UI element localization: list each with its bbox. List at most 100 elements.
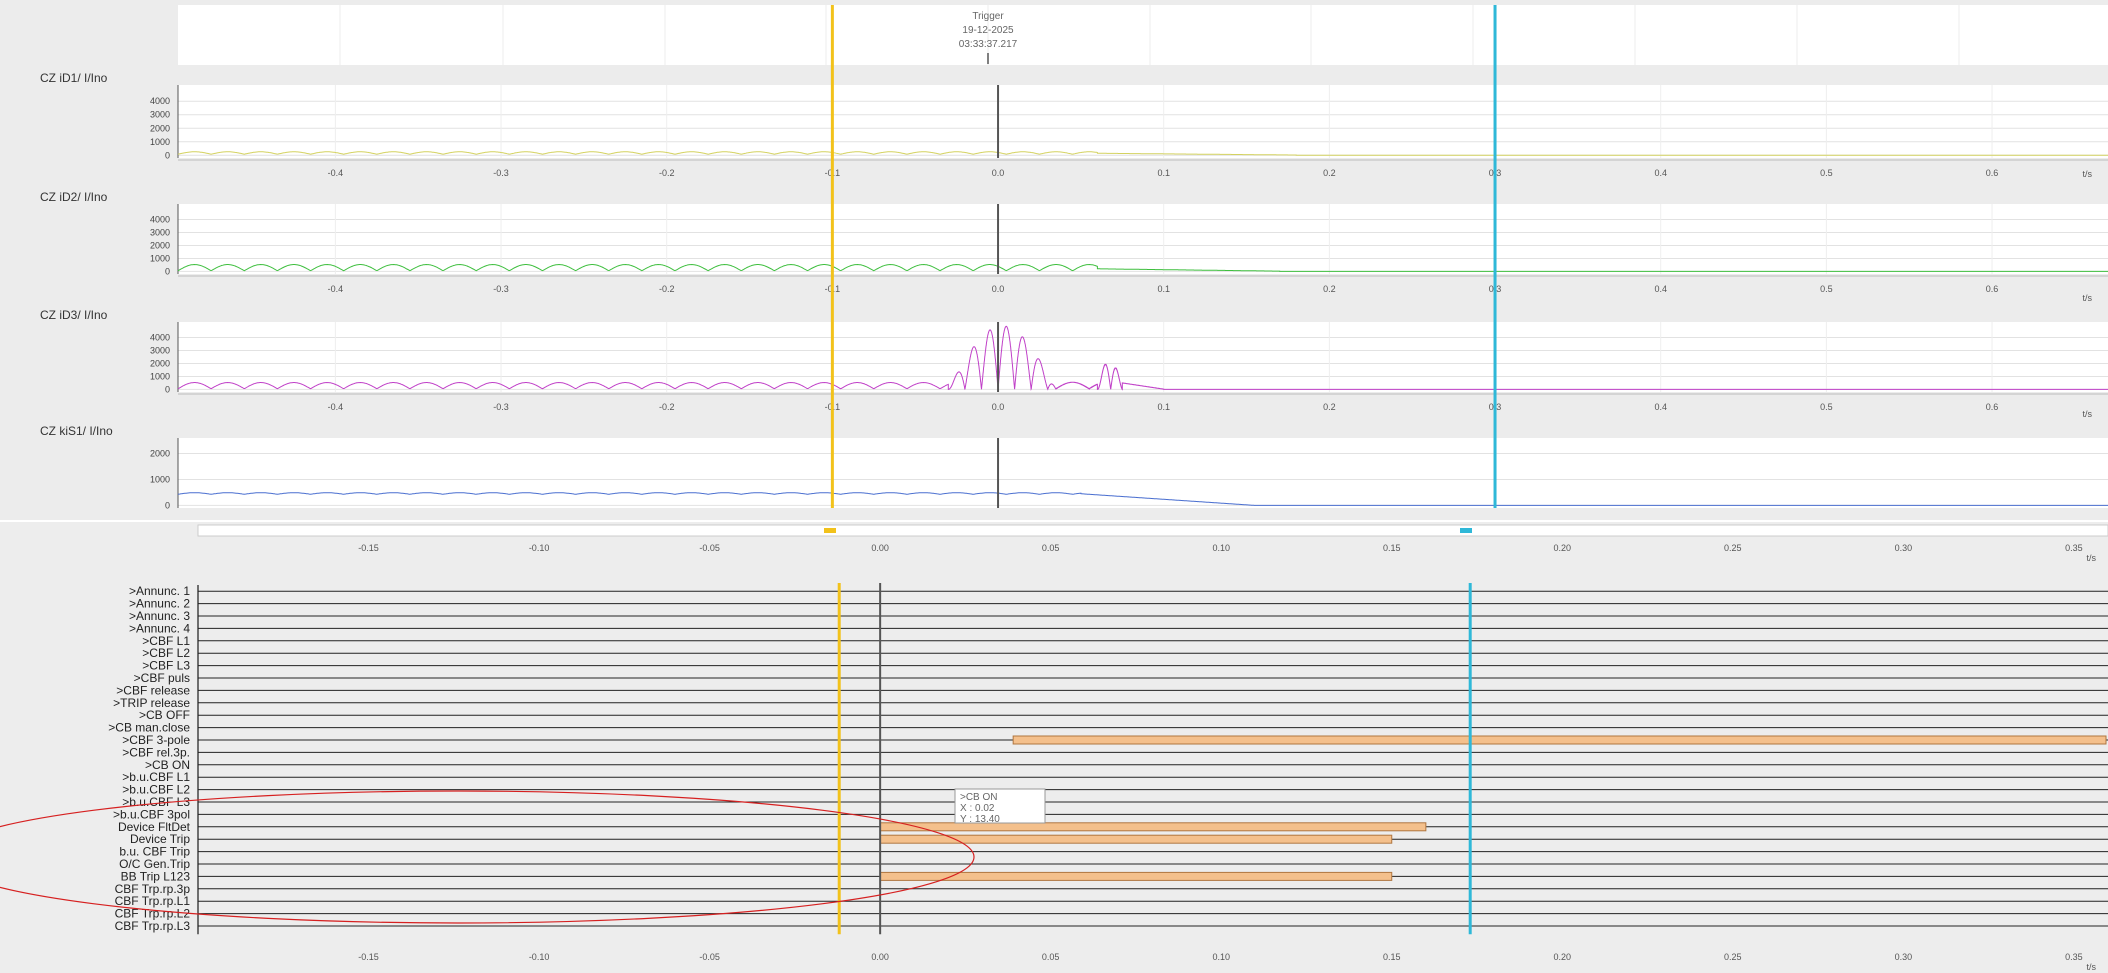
- signal-interval-bar: [879, 834, 1393, 844]
- x-tick-label: 0.30: [1895, 952, 1913, 962]
- signal-label: CBF Trp.rp.L2: [115, 907, 191, 921]
- signal-label: CBF Trp.rp.L3: [115, 919, 191, 933]
- chart-title: CZ iD2/ I/Ino: [40, 190, 108, 204]
- x-tick-label: 0.2: [1323, 168, 1336, 178]
- x-tick-label: 0.15: [1383, 952, 1401, 962]
- x-tick-label: 0.0: [992, 284, 1005, 294]
- x-tick-label: 0.5: [1820, 168, 1833, 178]
- y-tick-label: 1000: [150, 137, 170, 147]
- x-tick-label: -0.05: [699, 543, 720, 553]
- binary-signals-chart: -0.15 -0.15 -0.10 -0.10 -0.05 -0.05 0.00 0.00 0.…: [108, 543, 2108, 972]
- signal-label: >CBF L3: [142, 659, 190, 673]
- x-tick-label: 0.10: [1212, 543, 1230, 553]
- tooltip-box: [954, 788, 1046, 824]
- trigger-date: 19-12-2025: [962, 25, 1014, 36]
- x-tick-label: 0.20: [1554, 952, 1572, 962]
- chart-title: CZ iD1/ I/Ino: [40, 71, 108, 85]
- signal-label: >Annunc. 3: [129, 609, 190, 623]
- signal-label: >Annunc. 2: [129, 597, 190, 611]
- y-tick-label: 4000: [150, 333, 170, 343]
- signal-interval-bar: [1012, 735, 2107, 745]
- x-tick-label: -0.3: [493, 284, 509, 294]
- signal-label: >CBF puls: [134, 671, 190, 685]
- x-axis-label: t/s: [2082, 293, 2092, 303]
- analog-cursors[interactable]: [830, 5, 1497, 508]
- chart-cz-id3: CZ iD3/ I/Ino 0 1000 2000 3000 4000 -0.4 -0.3 -0…: [40, 308, 2108, 419]
- x-tick-label: -0.4: [328, 402, 344, 412]
- x-tick-label: -0.4: [328, 168, 344, 178]
- signal-label: >b.u.CBF 3pol: [113, 807, 190, 821]
- y-tick-label: 3000: [150, 110, 170, 120]
- x-tick-label: 0.05: [1042, 543, 1060, 553]
- x-tick-label: 0.35: [2065, 952, 2083, 962]
- y-tick-label: 0: [165, 500, 170, 510]
- signal-label: >Annunc. 4: [129, 621, 190, 635]
- x-tick-label: 0.10: [1212, 952, 1230, 962]
- trigger-label: Trigger 19-12-2025 03:33:37.217: [959, 11, 1018, 50]
- x-tick-label: -0.10: [529, 952, 550, 962]
- x-tick-label: -0.2: [659, 284, 675, 294]
- tooltip-line-1: >CB ON: [960, 792, 998, 803]
- tooltip-line-3: Y : 13.40: [960, 814, 1000, 825]
- x-tick-label: 0.00: [871, 543, 889, 553]
- signal-label: O/C Gen.Trip: [119, 857, 190, 871]
- scrollbar-track[interactable]: [197, 524, 2108, 537]
- plot-area: [178, 85, 2108, 158]
- signal-label: >b.u.CBF L1: [122, 770, 190, 784]
- x-tick-label: 0.2: [1323, 284, 1336, 294]
- series-line: [177, 263, 2108, 272]
- x-tick-label: 0.15: [1383, 543, 1401, 553]
- signal-label: >CB OFF: [139, 708, 190, 722]
- trigger-time: 03:33:37.217: [959, 39, 1018, 50]
- trigger-title: Trigger: [972, 11, 1004, 22]
- x-tick-label: 0.25: [1724, 543, 1742, 553]
- x-tick-label: -0.10: [529, 543, 550, 553]
- series-line: [177, 151, 2108, 156]
- series-line: [177, 325, 2108, 391]
- x-tick-label: 0.0: [992, 402, 1005, 412]
- signal-label: b.u. CBF Trip: [119, 845, 190, 859]
- tooltip-line-2: X : 0.02: [960, 803, 995, 814]
- header-grid: [339, 5, 1960, 65]
- binary-panel-background: [0, 522, 2108, 973]
- x-tick-label: 0.4: [1654, 168, 1667, 178]
- x-tick-label: 0.4: [1654, 284, 1667, 294]
- x-tick-label: 0.1: [1157, 168, 1170, 178]
- y-tick-label: 1000: [150, 474, 170, 484]
- x-tick-label: -0.15: [358, 543, 379, 553]
- signal-label: >CBF L2: [142, 646, 190, 660]
- y-tick-label: 0: [165, 266, 170, 276]
- cursor-a-handle[interactable]: [824, 528, 836, 533]
- x-tick-label: -0.3: [493, 402, 509, 412]
- x-tick-label: 0.5: [1820, 284, 1833, 294]
- plot-area: [178, 322, 2108, 392]
- y-tick-label: 2000: [150, 449, 170, 459]
- chart-title: CZ iD3/ I/Ino: [40, 308, 108, 322]
- x-tick-label: 0.30: [1895, 543, 1913, 553]
- x-tick-label: 0.1: [1157, 284, 1170, 294]
- cursor-b-handle[interactable]: [1460, 528, 1472, 533]
- signal-label: Device FltDet: [118, 820, 191, 834]
- chart-cz-id2: CZ iD2/ I/Ino 0 1000 2000 3000 4000 -0.4 -0.3 -0…: [40, 190, 2108, 303]
- x-axis-label: t/s: [2086, 962, 2096, 972]
- y-tick-label: 4000: [150, 96, 170, 106]
- y-tick-label: 3000: [150, 228, 170, 238]
- signal-label: >CB man.close: [108, 721, 190, 735]
- y-tick-label: 2000: [150, 240, 170, 250]
- y-tick-label: 1000: [150, 253, 170, 263]
- tooltip: >CB ON X : 0.02 Y : 13.40: [954, 788, 1046, 825]
- x-tick-label: 0.00: [871, 952, 889, 962]
- signal-label: >b.u.CBF L2: [122, 783, 190, 797]
- plot-area: [178, 438, 2108, 508]
- chart-cz-kis1: CZ kiS1/ I/Ino 0 1000 2000: [40, 424, 2108, 510]
- x-tick-label: 0.20: [1554, 543, 1572, 553]
- y-tick-label: 3000: [150, 346, 170, 356]
- y-tick-label: 0: [165, 384, 170, 394]
- x-axis-label: t/s: [2082, 169, 2092, 179]
- x-tick-label: 0.5: [1820, 402, 1833, 412]
- x-tick-label: 0.6: [1986, 168, 1999, 178]
- x-tick-label: 0.25: [1724, 952, 1742, 962]
- x-tick-label: 0.0: [992, 168, 1005, 178]
- annotation-ellipse: [0, 790, 975, 924]
